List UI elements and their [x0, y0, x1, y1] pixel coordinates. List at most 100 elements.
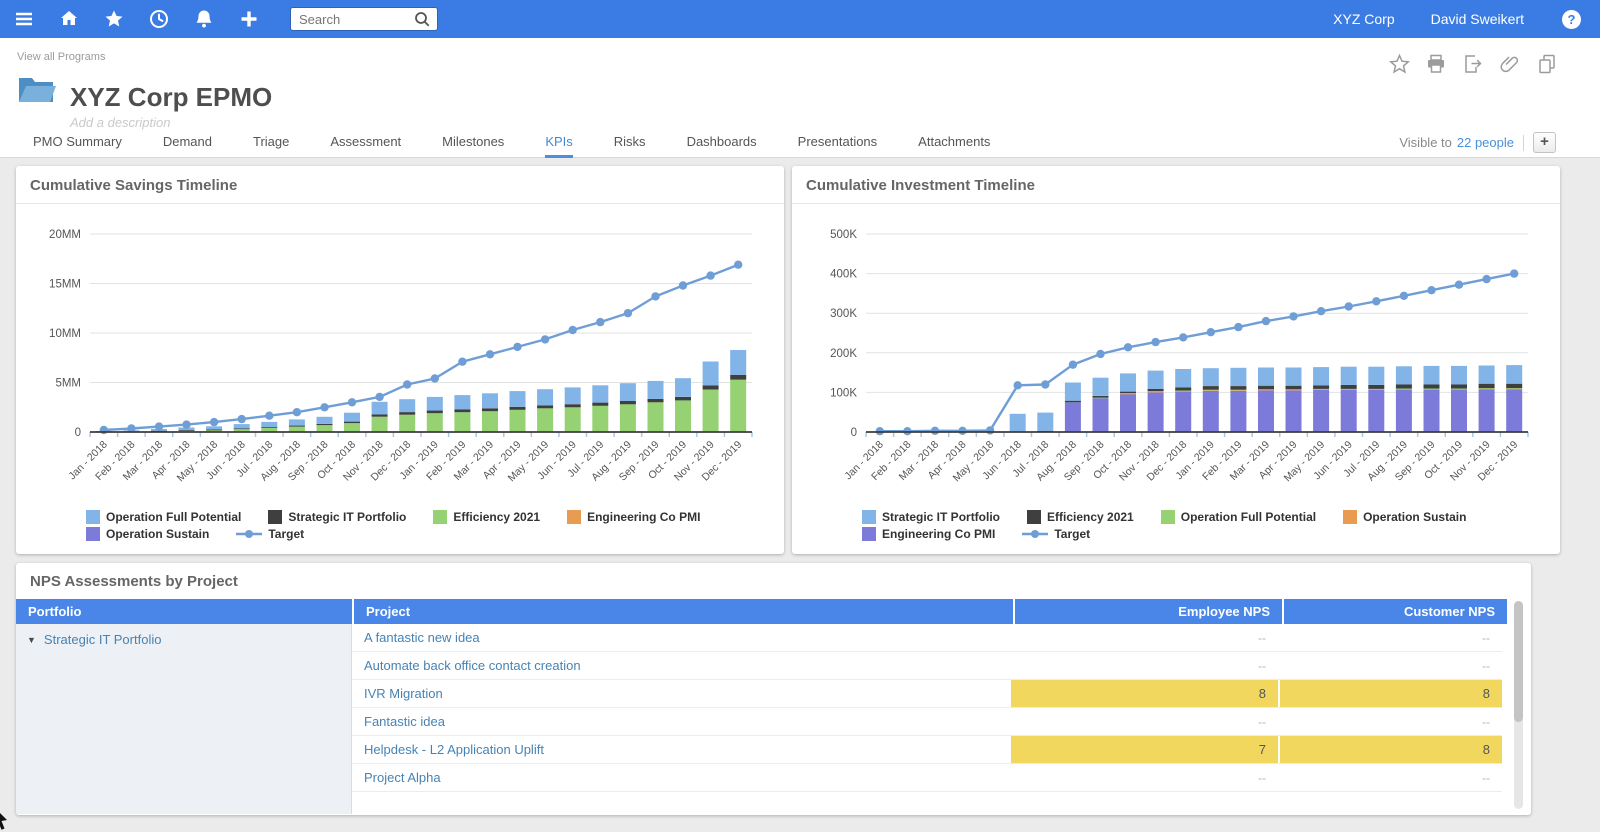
- tab-milestones[interactable]: Milestones: [442, 133, 505, 149]
- tab-pmo-summary[interactable]: PMO Summary: [33, 133, 122, 149]
- svg-text:100K: 100K: [830, 387, 857, 399]
- legend-item-operation-sustain: Operation Sustain: [1343, 510, 1466, 524]
- project-link[interactable]: IVR Migration: [364, 686, 443, 701]
- legend-item-operation-full-potential: Operation Full Potential: [86, 510, 241, 524]
- project-link[interactable]: Project Alpha: [364, 770, 441, 785]
- table-row: Helpdesk - L2 Application Uplift 7 8: [352, 736, 1502, 764]
- investment-chart-card: Cumulative Investment Timeline 0 100K 200K…: [792, 166, 1560, 554]
- svg-text:500K: 500K: [830, 229, 857, 241]
- savings-chart-legend: Operation Full Potential Strategic IT Por…: [16, 507, 784, 541]
- project-link[interactable]: Helpdesk - L2 Application Uplift: [364, 742, 544, 757]
- column-header-portfolio[interactable]: Portfolio: [16, 599, 352, 624]
- breadcrumb[interactable]: View all Programs: [17, 51, 106, 63]
- program-folder-icon: [17, 73, 57, 110]
- portfolio-column: ▼ Strategic IT Portfolio: [16, 624, 352, 814]
- help-icon[interactable]: ?: [1560, 8, 1582, 30]
- tab-demand[interactable]: Demand: [162, 133, 212, 149]
- create-plus-icon[interactable]: [238, 8, 260, 30]
- visibility-controls: Visible to 22 people +: [1399, 132, 1600, 153]
- legend-item-strategic-it-portfolio: Strategic IT Portfolio: [862, 510, 1000, 524]
- customer-nps-cell: --: [1482, 658, 1490, 673]
- bars: [95, 350, 747, 433]
- project-cell: Helpdesk - L2 Application Uplift: [352, 736, 1011, 763]
- nps-table-body: ▼ Strategic IT Portfolio A fantastic new…: [16, 624, 1531, 814]
- recent-clock-icon[interactable]: [148, 8, 170, 30]
- column-header-employee-nps[interactable]: Employee NPS: [1015, 599, 1282, 624]
- employee-nps-cell: 8: [1011, 680, 1278, 707]
- project-cell: A fantastic new idea: [352, 624, 1011, 651]
- legend-swatch: [1343, 510, 1358, 524]
- customer-nps-cell: --: [1482, 770, 1490, 785]
- menu-icon[interactable]: [13, 8, 35, 30]
- svg-text:20MM: 20MM: [49, 229, 81, 241]
- employee-nps-cell: --: [1258, 630, 1266, 645]
- nps-table-header: Portfolio Project Employee NPS Customer NPS: [16, 599, 1531, 624]
- charts-row: Cumulative Savings Timeline 0 5MM 10MM 15MM…: [16, 166, 1584, 554]
- home-icon[interactable]: [58, 8, 80, 30]
- favorite-star-icon[interactable]: [1388, 53, 1410, 75]
- investment-chart-title: Cumulative Investment Timeline: [792, 166, 1560, 204]
- legend-item-engineering-co-pmi: Engineering Co PMI: [862, 527, 995, 541]
- tab-attachments[interactable]: Attachments: [918, 133, 991, 149]
- description-placeholder[interactable]: Add a description: [70, 115, 171, 130]
- table-row: IVR Migration 8 8: [352, 680, 1502, 708]
- search-icon[interactable]: [413, 10, 437, 28]
- legend-swatch: [86, 510, 100, 524]
- page-title: XYZ Corp EPMO: [70, 82, 273, 112]
- project-cell: Project Alpha: [352, 764, 1011, 791]
- tab-kpis[interactable]: KPIs: [545, 128, 573, 158]
- legend-swatch: [268, 510, 283, 524]
- search-input[interactable]: [291, 11, 413, 27]
- portfolio-group-row: ▼ Strategic IT Portfolio: [16, 624, 351, 655]
- header-actions: [1388, 53, 1558, 75]
- tab-risks[interactable]: Risks: [613, 133, 646, 149]
- svg-text:15MM: 15MM: [49, 279, 81, 291]
- project-link[interactable]: Fantastic idea: [364, 714, 445, 729]
- table-scrollbar-thumb[interactable]: [1514, 601, 1523, 722]
- column-header-project[interactable]: Project: [354, 599, 1013, 624]
- legend-swatch: [433, 510, 448, 524]
- employee-nps-cell: --: [1258, 770, 1266, 785]
- column-header-customer-nps[interactable]: Customer NPS: [1284, 599, 1507, 624]
- org-link[interactable]: XYZ Corp: [1333, 11, 1395, 27]
- navbar-icon-group: [0, 8, 273, 30]
- add-person-button[interactable]: +: [1533, 132, 1556, 153]
- project-rows: A fantastic new idea -- -- Automate back of…: [352, 624, 1502, 814]
- employee-nps-cell: 7: [1011, 736, 1278, 763]
- tab-bar: PMO Summary Demand Triage Assessment Milesto…: [0, 128, 1600, 158]
- legend-item-target: Target: [236, 527, 304, 541]
- legend-swatch: [1160, 510, 1175, 524]
- tab-triage[interactable]: Triage: [252, 133, 290, 149]
- table-scrollbar[interactable]: [1514, 601, 1523, 809]
- legend-swatch: [862, 527, 876, 541]
- project-link[interactable]: Automate back office contact creation: [364, 658, 581, 673]
- attachment-paperclip-icon[interactable]: [1499, 53, 1521, 75]
- collapse-caret-icon[interactable]: ▼: [27, 634, 36, 645]
- export-icon[interactable]: [1462, 53, 1484, 75]
- tab-dashboards[interactable]: Dashboards: [686, 133, 757, 149]
- tab-assessment[interactable]: Assessment: [330, 133, 402, 149]
- print-icon[interactable]: [1425, 53, 1447, 75]
- copy-icon[interactable]: [1536, 53, 1558, 75]
- tab-presentations[interactable]: Presentations: [797, 133, 878, 149]
- legend-item-strategic-it-portfolio: Strategic IT Portfolio: [268, 510, 406, 524]
- divider: [1523, 134, 1524, 151]
- legend-item-operation-full-potential: Operation Full Potential: [1160, 510, 1316, 524]
- user-menu[interactable]: David Sweikert: [1430, 11, 1524, 27]
- visibility-people-link[interactable]: 22 people: [1456, 135, 1514, 150]
- customer-nps-cell: --: [1482, 630, 1490, 645]
- customer-nps-cell: 8: [1278, 680, 1502, 707]
- table-row: Project Alpha -- --: [352, 764, 1502, 792]
- project-link[interactable]: A fantastic new idea: [364, 630, 480, 645]
- legend-swatch: [862, 510, 876, 524]
- program-header: View all Programs XYZ Corp EPMO Add a de…: [0, 38, 1600, 130]
- legend-item-operation-sustain: Operation Sustain: [86, 527, 209, 541]
- portfolio-group-link[interactable]: Strategic IT Portfolio: [43, 632, 162, 647]
- notifications-bell-icon[interactable]: [193, 8, 215, 30]
- favorites-star-icon[interactable]: [103, 8, 125, 30]
- table-row: Fantastic idea -- --: [352, 708, 1502, 736]
- target-line: [875, 269, 1519, 436]
- svg-text:0: 0: [75, 427, 81, 439]
